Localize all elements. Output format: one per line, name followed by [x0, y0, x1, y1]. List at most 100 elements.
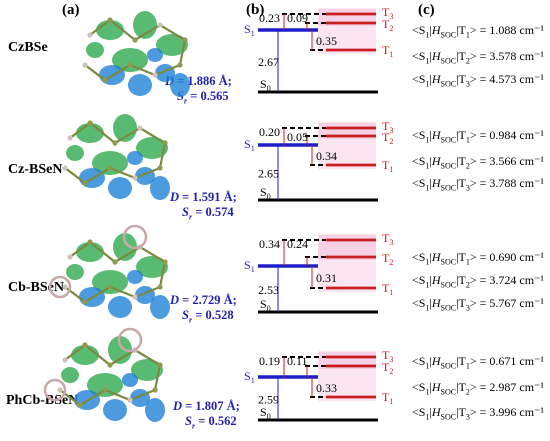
- atom: [82, 299, 88, 305]
- S1-T1-gap: 0.31: [316, 271, 337, 285]
- soc-value: <S1|HSOC|T3> = 5.767 cm⁻¹: [412, 296, 544, 313]
- S1-T3-gap: 0.20: [259, 125, 280, 139]
- atom: [102, 77, 108, 83]
- overlap-sr: Sr = 0.528: [182, 308, 234, 325]
- atom: [127, 397, 133, 403]
- soc-value: <S1|HSOC|T1> = 0.671 cm⁻¹: [412, 354, 544, 371]
- soc-value: <S1|HSOC|T2> = 3.566 cm⁻¹: [412, 154, 544, 171]
- molecule-name: PhCb-BSeN: [6, 393, 79, 408]
- T1-label: T1: [382, 281, 393, 297]
- atom: [57, 387, 63, 393]
- T1-label: T1: [382, 43, 393, 59]
- phenyl-ring: [43, 378, 67, 402]
- hole-lobe: [66, 264, 84, 280]
- energy-levels-1: 2.67 0.23 0.09 0.35: [258, 8, 378, 94]
- atom: [137, 125, 143, 131]
- hole-lobe: [92, 151, 128, 175]
- S0-label: S0: [260, 77, 271, 93]
- atom: [87, 239, 93, 245]
- S0-S1-gap: 2.53: [258, 283, 279, 297]
- S1-T3-gap: 0.34: [259, 237, 280, 251]
- atom: [82, 342, 88, 348]
- atom: [112, 259, 118, 265]
- S1-T2-gap: 0.11: [287, 354, 308, 368]
- electron-lobe: [127, 270, 143, 284]
- hole-electron-params: D = 2.729 Å; Sr = 0.528: [170, 293, 237, 328]
- hole-lobe: [92, 270, 128, 294]
- electron-lobe: [108, 177, 132, 199]
- atom: [107, 362, 113, 368]
- atom: [62, 165, 68, 171]
- distance-d: D = 2.729 Å;: [170, 293, 237, 307]
- soc-value: <S1|HSOC|T1> = 0.690 cm⁻¹: [412, 250, 544, 267]
- energy-levels-4: 2.59 0.19 0.11 0.33: [258, 351, 378, 422]
- S1-T1-gap: 0.35: [316, 34, 337, 48]
- T2-label: T2: [382, 360, 393, 376]
- atom: [87, 32, 93, 38]
- molecule-structure-image: [82, 11, 190, 97]
- hole-lobe: [96, 20, 124, 40]
- energy-levels-2: 2.65 0.20 0.05 0.34: [258, 122, 378, 202]
- T3-label: T3: [382, 119, 393, 135]
- S0-S1-gap: 2.67: [258, 55, 279, 69]
- electron-lobe: [127, 151, 143, 165]
- T2-label: T2: [382, 130, 393, 146]
- hole-lobe: [61, 367, 79, 383]
- atom: [157, 284, 163, 290]
- S1-T3-gap: 0.19: [259, 354, 280, 368]
- electron-lobe: [108, 296, 132, 318]
- hole-lobe: [87, 373, 123, 397]
- S0-label: S0: [260, 405, 271, 421]
- hole-lobe: [133, 11, 157, 39]
- atom: [152, 72, 158, 78]
- atom: [67, 135, 73, 141]
- panel-c-label: (c): [418, 2, 435, 18]
- T1-label: T1: [382, 158, 393, 174]
- molecule-structure-image: [43, 327, 165, 422]
- bond-skeleton: [59, 343, 162, 407]
- electron-lobe: [150, 176, 170, 200]
- atom: [157, 362, 163, 368]
- hole-lobe: [156, 34, 188, 56]
- phenyl-ring: [117, 327, 143, 353]
- phenyl-ring: [122, 224, 148, 250]
- phenyl-ring: [48, 275, 72, 299]
- molecule-structure-image: [48, 224, 170, 319]
- atom: [132, 175, 138, 181]
- T1-label: T1: [382, 390, 393, 406]
- hole-lobe: [113, 114, 137, 142]
- atom: [62, 357, 68, 363]
- atom: [157, 22, 163, 28]
- S1-T1-gap: 0.34: [316, 149, 337, 163]
- hole-lobe: [76, 123, 104, 143]
- hole-lobe: [113, 233, 137, 261]
- S1-T1-gap: 0.33: [316, 381, 337, 395]
- molecule-name: Cz-BSeN: [8, 162, 63, 177]
- atom: [77, 402, 83, 408]
- energy-levels-3: 2.53 0.34 0.24 0.31: [258, 234, 378, 314]
- panel-a-label: (a): [62, 2, 80, 18]
- hole-lobe: [66, 145, 84, 161]
- hole-lobe: [71, 345, 99, 365]
- distance-d: D = 1.591 Å;: [170, 190, 237, 204]
- atom: [107, 17, 113, 23]
- hole-electron-params: D = 1.807 Å; Sr = 0.562: [173, 399, 240, 434]
- S0-S1-gap: 2.65: [258, 167, 279, 181]
- molecule-name: CzBSe: [8, 40, 48, 55]
- S1-T2-gap: 0.05: [287, 130, 308, 144]
- soc-value: <S1|HSOC|T3> = 3.996 cm⁻¹: [412, 405, 544, 422]
- atom: [82, 180, 88, 186]
- bond-skeleton: [64, 240, 167, 304]
- hole-electron-params: D = 1.591 Å; Sr = 0.574: [170, 190, 237, 225]
- hole-lobe: [76, 242, 104, 262]
- electron-lobe: [122, 373, 138, 387]
- atom: [82, 62, 88, 68]
- soc-value: <S1|HSOC|T3> = 3.788 cm⁻¹: [412, 176, 544, 193]
- atom: [127, 62, 133, 68]
- T3-label: T3: [382, 231, 393, 247]
- atom: [162, 259, 168, 265]
- atom: [102, 387, 108, 393]
- atom: [62, 284, 68, 290]
- T3-label: T3: [382, 5, 393, 21]
- S1-label: S1: [244, 369, 255, 385]
